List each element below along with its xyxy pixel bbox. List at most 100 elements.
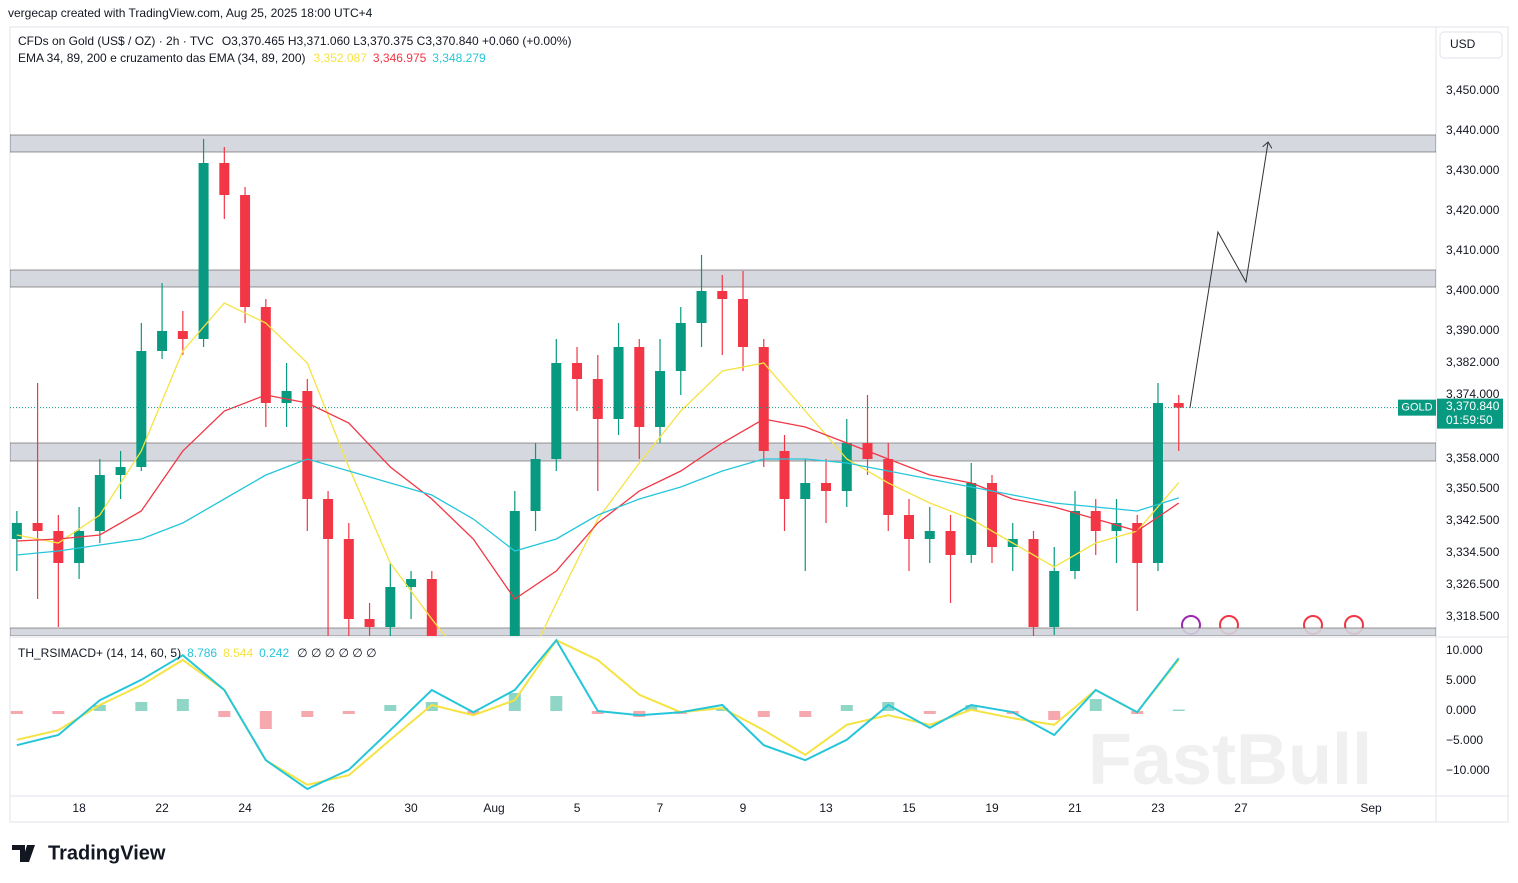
candle-body: [655, 371, 666, 427]
y-tick-label: 3,440.000: [1446, 123, 1500, 137]
candle-body: [634, 347, 645, 427]
candle-body: [986, 483, 997, 547]
frame: [9, 26, 1509, 823]
candle-body: [302, 391, 313, 499]
indicator-flags: ∅ ∅ ∅ ∅ ∅ ∅: [297, 646, 376, 660]
histogram-bar: [10, 711, 23, 715]
credit: vergecap created with TradingView.com, A…: [8, 6, 373, 20]
candle-body: [821, 483, 832, 491]
candle-body: [613, 347, 624, 419]
y-tick-label: 5.000: [1446, 673, 1476, 687]
x-tick-label: Aug: [483, 801, 504, 815]
histogram-bar: [1172, 709, 1185, 712]
histogram-bar: [176, 699, 189, 712]
sr-zone: [10, 134, 1436, 153]
currency[interactable]: USD: [1450, 37, 1476, 51]
candle-body: [883, 459, 894, 515]
histogram-bar: [1048, 711, 1061, 721]
indicator-pane: [10, 638, 1185, 791]
x-tick-label: 30: [404, 801, 418, 815]
candle-body: [157, 331, 168, 351]
x-tick-label: 26: [321, 801, 335, 815]
watermark: FastBull: [1088, 720, 1372, 800]
x-tick-label: 18: [72, 801, 86, 815]
candle-body: [11, 523, 22, 539]
legend-value: 3,352.087: [314, 51, 368, 65]
candle-body: [323, 499, 334, 539]
y-tick-label: 3,334.500: [1446, 545, 1500, 559]
ema-line: [16, 302, 1180, 636]
y-tick-label: 3,450.000: [1446, 83, 1500, 97]
ohlc: O3,370.465 H3,371.060 L3,370.375 C3,370.…: [222, 34, 572, 48]
histogram-bar: [342, 711, 355, 715]
candle-body: [1173, 403, 1184, 408]
candle-body: [1049, 571, 1060, 627]
ema-line: [16, 458, 1179, 556]
candle-body: [572, 363, 583, 379]
histogram-bar: [799, 711, 812, 718]
axes: 3,450.000 3,440.000 3,430.000 3,420.000 3,41…: [72, 83, 1503, 815]
candle-body: [219, 163, 230, 195]
candle-body: [136, 351, 147, 467]
histogram-bar: [882, 702, 895, 712]
legend-value: 8.544: [223, 646, 253, 660]
y-tick-label: −10.000: [1446, 763, 1490, 777]
indicator-title: TH_RSIMACD+ (14, 14, 60, 5): [18, 646, 181, 660]
y-tick-label: 10.000: [1446, 643, 1483, 657]
y-tick-label: 3,358.000: [1446, 451, 1500, 465]
histogram-bar: [384, 705, 397, 712]
y-tick-label: 3,400.000: [1446, 283, 1500, 297]
currency-button[interactable]: [1439, 31, 1503, 59]
candle-body: [738, 299, 749, 347]
candle-body: [696, 291, 707, 323]
x-tick-label: 15: [902, 801, 916, 815]
candle-body: [32, 523, 43, 531]
histogram-bar: [840, 705, 853, 712]
histogram-bar: [135, 702, 148, 712]
y-tick-label: 3,326.500: [1446, 577, 1500, 591]
y-tick-label: 3,318.500: [1446, 609, 1500, 623]
x-tick-label: 9: [740, 801, 747, 815]
y-tick-label: 3,390.000: [1446, 323, 1500, 337]
x-tick-label: Sep: [1360, 801, 1382, 815]
candle-body: [240, 195, 251, 307]
candle-body: [1090, 511, 1101, 531]
candle-body: [260, 307, 271, 403]
projection: [1189, 143, 1268, 409]
candle-body: [841, 443, 852, 491]
x-tick-label: 27: [1234, 801, 1248, 815]
indicator-line: [16, 638, 1180, 791]
x-tick-label: 5: [574, 801, 581, 815]
histogram-bar: [425, 702, 438, 712]
ema-line: [16, 394, 1180, 600]
x-tick-label: 21: [1068, 801, 1082, 815]
y-tick-label: 3,350.500: [1446, 481, 1500, 495]
y-tick-label: 0.000: [1446, 703, 1476, 717]
candle-body: [758, 347, 769, 451]
symbol-label-bg: [1398, 399, 1436, 416]
logo: TradingView: [48, 842, 166, 864]
candle-body: [468, 715, 478, 731]
y-tick-label: −5.000: [1446, 733, 1483, 747]
histogram-bar: [965, 705, 978, 712]
histogram-bar: [301, 711, 314, 718]
candle-body: [115, 467, 126, 475]
indicator-name: EMA 34, 89, 200 e cruzamento das EMA (34…: [18, 51, 306, 65]
candle-body: [551, 363, 562, 459]
histogram-bar: [591, 711, 604, 715]
x-tick-label: 19: [985, 801, 999, 815]
legend-value: 3,346.975: [373, 51, 427, 65]
x-tick-label: 7: [657, 801, 664, 815]
candle-body: [1152, 403, 1163, 563]
y-tick-label: 3,374.000: [1446, 387, 1500, 401]
candle-body: [945, 531, 956, 555]
histogram-bar: [550, 696, 563, 712]
legend-value: 0.242: [259, 646, 289, 660]
sr-zone: [10, 442, 1436, 462]
main-pane: [10, 134, 1436, 731]
candle-body: [1111, 523, 1122, 531]
candle-body: [924, 531, 935, 539]
histogram-bar: [93, 705, 106, 712]
